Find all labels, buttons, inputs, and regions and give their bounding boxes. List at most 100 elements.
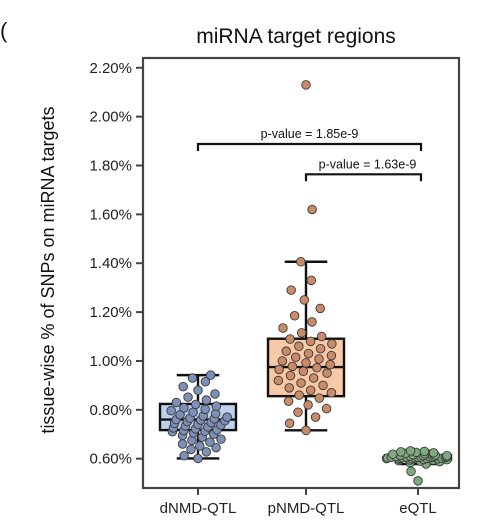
data-point <box>294 341 304 352</box>
x-tick-label: eQTL <box>399 500 437 517</box>
y-tick-label: 0.80% <box>89 402 132 419</box>
data-point <box>299 295 310 305</box>
data-point <box>301 80 311 90</box>
data-point <box>406 466 416 477</box>
y-tick-label: 2.00% <box>89 109 132 126</box>
data-point <box>166 406 176 416</box>
data-point <box>205 437 215 447</box>
data-point <box>222 412 232 422</box>
data-point <box>286 285 296 295</box>
data-point <box>187 373 198 383</box>
data-point <box>442 451 452 461</box>
data-point <box>195 441 205 451</box>
y-tick-label: 1.20% <box>89 304 132 321</box>
data-point <box>274 364 284 375</box>
data-point <box>193 453 203 464</box>
y-tick-label: 2.20% <box>89 60 132 77</box>
data-point <box>200 376 211 387</box>
data-point <box>301 358 311 368</box>
data-point <box>283 396 294 407</box>
data-point <box>322 368 332 378</box>
data-point <box>405 446 416 456</box>
data-point <box>321 403 332 414</box>
x-axis: dNMD-QTL pNMD-QTL eQTL <box>160 488 437 517</box>
data-point <box>178 381 188 392</box>
data-point <box>211 442 221 453</box>
data-point <box>285 370 296 381</box>
data-point <box>419 446 430 457</box>
data-point <box>306 275 317 286</box>
data-point <box>315 303 325 314</box>
significance-bracket <box>304 173 423 182</box>
y-tick-label: 0.60% <box>89 451 132 468</box>
significance-bracket <box>196 142 423 151</box>
data-point <box>305 385 316 396</box>
data-point <box>216 434 226 444</box>
plot-frame <box>141 56 461 490</box>
y-tick-label: 1.40% <box>89 255 132 272</box>
p-value-label: p-value = 1.85e-9 <box>261 127 359 141</box>
data-point <box>201 395 212 405</box>
data-point <box>191 399 201 410</box>
data-point <box>210 389 220 399</box>
data-point <box>428 448 439 458</box>
data-point <box>315 343 326 354</box>
data-point <box>303 400 313 410</box>
data-point <box>171 397 182 408</box>
data-point <box>188 407 198 418</box>
y-axis: 0.60% 0.80% 1.00% 1.20% 1.40% 1.60% 1.80% 2.00%… <box>89 60 143 468</box>
data-point <box>290 352 301 363</box>
y-axis-label: tissue-wise % of SNPs on miRNA targets <box>38 106 58 433</box>
data-point <box>314 354 324 364</box>
data-point <box>200 404 210 415</box>
data-point <box>312 363 322 373</box>
y-tick-label: 1.60% <box>89 206 132 223</box>
data-point <box>325 359 335 370</box>
data-point <box>316 331 327 342</box>
data-point <box>296 328 307 338</box>
data-point <box>326 350 337 361</box>
data-point <box>307 317 317 327</box>
data-point <box>318 380 328 391</box>
x-tick-label: dNMD-QTL <box>160 500 237 517</box>
data-point <box>307 204 317 215</box>
data-point <box>284 383 295 393</box>
data-point <box>396 447 406 457</box>
data-point <box>296 378 306 388</box>
data-point <box>289 311 300 321</box>
significance-annotations: p-value = 1.85e-9 p-value = 1.63e-9 <box>196 127 423 182</box>
p-value-label: p-value = 1.63e-9 <box>319 157 417 171</box>
data-point <box>308 373 319 383</box>
data-point <box>314 393 325 403</box>
data-point <box>327 339 337 349</box>
data-point <box>388 449 398 460</box>
data-point <box>305 336 316 347</box>
data-point <box>413 476 423 486</box>
data-point <box>294 390 304 400</box>
data-point <box>273 375 284 386</box>
data-point <box>211 401 222 411</box>
data-point <box>179 451 189 461</box>
data-point <box>193 385 203 396</box>
data-point <box>326 387 337 398</box>
data-point <box>278 323 288 333</box>
data-point <box>296 257 306 267</box>
data-point <box>301 425 311 436</box>
data-point <box>285 334 295 344</box>
data-point <box>284 418 295 429</box>
data-point <box>298 366 309 376</box>
y-tick-label: 1.00% <box>89 353 132 370</box>
strip-points <box>166 80 452 486</box>
x-tick-label: pNMD-QTL <box>268 500 345 517</box>
data-point <box>183 392 193 402</box>
panel-label: ( <box>0 18 8 43</box>
data-point <box>287 361 298 372</box>
data-point <box>303 348 314 359</box>
data-point <box>310 412 321 422</box>
chart-title: miRNA target regions <box>196 25 396 48</box>
data-point <box>179 403 189 413</box>
data-point <box>277 356 288 366</box>
data-point <box>205 370 216 380</box>
data-point <box>201 447 212 457</box>
